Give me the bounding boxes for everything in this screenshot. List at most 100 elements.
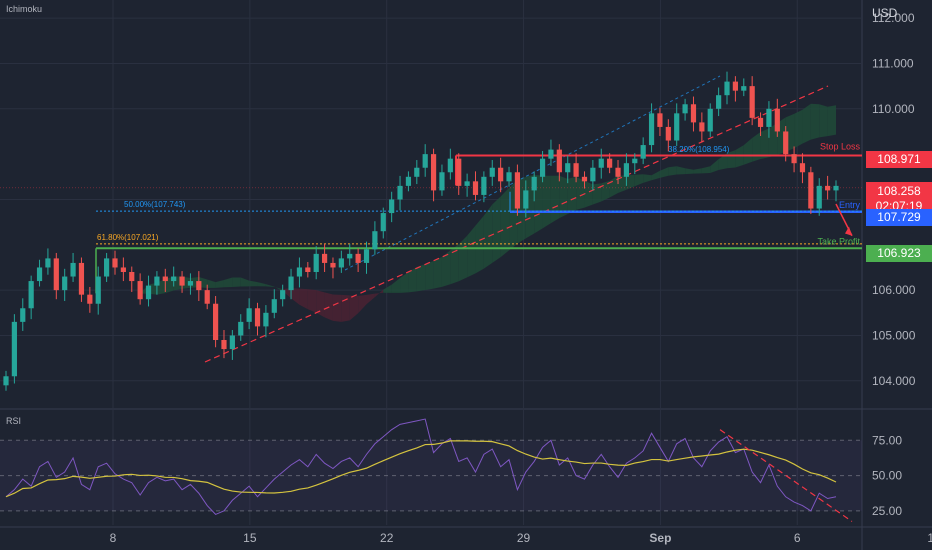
ichimoku-cloud-segment <box>383 284 392 293</box>
x-tick-label: 6 <box>794 531 801 545</box>
candle-body <box>179 276 185 286</box>
candle-body <box>20 308 26 322</box>
ichimoku-cloud-segment <box>114 300 124 303</box>
ichimoku-cloud-segment <box>207 279 216 288</box>
candle-body <box>154 276 160 286</box>
ichimoku-cloud-segment <box>542 175 551 229</box>
candle-body <box>548 149 554 159</box>
candle-body <box>640 145 646 159</box>
candle-body <box>632 158 638 164</box>
candle-body <box>162 276 168 282</box>
candle-body <box>405 176 412 186</box>
ichimoku-cloud-segment <box>710 159 719 173</box>
candle-body <box>112 258 118 268</box>
ichimoku-cloud-segment <box>400 272 409 293</box>
candle-body <box>313 253 319 272</box>
candle-body <box>330 262 336 268</box>
ichimoku-cloud-segment <box>458 235 468 282</box>
ichimoku-cloud-segment <box>223 277 233 288</box>
x-tick-label: 22 <box>380 531 394 545</box>
y-tick-label: 106.000 <box>872 283 916 297</box>
candle-body <box>254 308 261 327</box>
fib-upper-label: 38.20%(108.954) <box>668 145 730 154</box>
candle-body <box>607 158 613 168</box>
ichimoku-cloud-segment <box>467 225 476 278</box>
candle-body <box>808 172 814 209</box>
ichimoku-cloud-segment <box>232 277 241 287</box>
candle-body <box>799 163 806 173</box>
candle-body <box>196 281 202 291</box>
ichimoku-cloud-segment <box>567 176 577 214</box>
candle-body <box>53 258 59 291</box>
candle-body <box>355 253 361 263</box>
ichimoku-cloud-segment <box>500 187 510 258</box>
rsi-label: RSI <box>6 416 22 426</box>
candle-body <box>598 158 604 168</box>
ichimoku-cloud-segment <box>307 289 317 313</box>
candle-body <box>707 108 713 132</box>
candle-body <box>389 199 395 214</box>
candle-body <box>615 167 621 177</box>
candle-body <box>414 167 420 177</box>
ichimoku-cloud-segment <box>794 109 803 149</box>
ichimoku-cloud-segment <box>341 294 350 322</box>
x-tick-label: 12 <box>927 531 932 545</box>
ichimoku-cloud-segment <box>450 244 459 285</box>
ichimoku-cloud-segment <box>257 282 266 287</box>
ichimoku-cloud-segment <box>374 289 384 298</box>
candle-body <box>749 86 755 118</box>
candle-body <box>171 276 177 282</box>
candle-body <box>129 272 135 282</box>
candle-body <box>36 267 43 282</box>
ichimoku-cloud-segment <box>618 175 627 194</box>
ichimoku-cloud-segment <box>592 183 602 205</box>
ichimoku-cloud-segment <box>802 103 811 144</box>
entry-label: Entry <box>839 200 861 210</box>
x-tick-label: 29 <box>517 531 531 545</box>
candle-body <box>833 185 839 191</box>
ichimoku-cloud-segment <box>425 260 434 290</box>
candle-body <box>238 321 244 336</box>
rsi-ma-line <box>5 440 837 498</box>
take-profit-price-tag: 106.923 <box>866 245 932 262</box>
candle-body <box>11 321 17 377</box>
candle-body <box>229 335 235 350</box>
ichimoku-cloud-segment <box>676 166 686 175</box>
stop-loss-price-tag: 108.971 <box>866 151 932 168</box>
y-tick-label: 104.000 <box>872 374 916 388</box>
ichimoku-cloud-segment <box>274 286 283 292</box>
stop-loss-label: Stop Loss <box>820 141 861 151</box>
y-tick-label: 105.000 <box>872 328 916 342</box>
candle-body <box>447 158 453 173</box>
candle-body <box>757 117 764 127</box>
candle-body <box>271 299 277 313</box>
ichimoku-cloud-segment <box>106 302 115 311</box>
rsi-tick-label: 25.00 <box>872 504 902 518</box>
candle-body <box>430 154 437 191</box>
candle-body <box>372 231 378 250</box>
ichimoku-cloud-segment <box>626 174 635 190</box>
x-tick-label: 8 <box>110 531 117 545</box>
x-tick-label: Sep <box>649 531 671 545</box>
candle-body <box>263 312 269 327</box>
candle-body <box>774 108 780 132</box>
projection-arrowhead <box>845 226 852 236</box>
candle-body <box>623 163 630 177</box>
ichimoku-cloud-segment <box>316 290 325 318</box>
candle-body <box>321 253 328 263</box>
candle-body <box>288 276 294 291</box>
y-tick-label: 111.000 <box>872 56 914 70</box>
candle-body <box>280 290 286 300</box>
candle-body <box>472 181 479 195</box>
ichimoku-cloud-segment <box>249 280 258 287</box>
candle-body <box>104 258 110 277</box>
candle-body <box>539 158 546 177</box>
ichimoku-cloud-segment <box>827 105 836 137</box>
fib-618-label: 61.80%(107.021) <box>97 233 159 242</box>
ichimoku-cloud-segment <box>483 204 493 269</box>
candle-body <box>28 281 34 309</box>
candle-body <box>221 340 227 350</box>
ichimoku-cloud-segment <box>358 294 367 314</box>
ichimoku-cloud-segment <box>718 153 728 170</box>
